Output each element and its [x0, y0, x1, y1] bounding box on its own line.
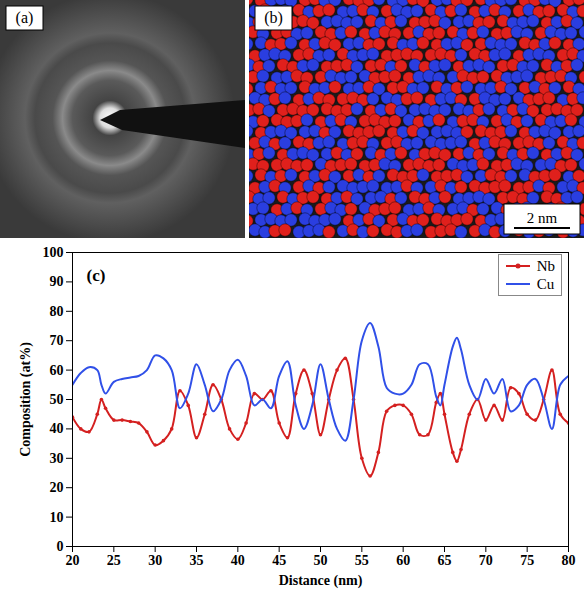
html-text:Nb: Nb: [536, 258, 555, 274]
svg-text:30: 30: [148, 553, 162, 568]
svg-text:70: 70: [479, 553, 493, 568]
svg-text:(a): (a): [16, 9, 34, 27]
svg-text:Distance (nm): Distance (nm): [279, 573, 363, 589]
svg-text:20: 20: [66, 553, 80, 568]
html-text:Cu: Cu: [536, 276, 555, 292]
svg-text:40: 40: [50, 421, 64, 436]
svg-text:75: 75: [520, 553, 534, 568]
svg-text:65: 65: [438, 553, 452, 568]
svg-text:80: 80: [50, 304, 64, 319]
svg-text:20: 20: [50, 480, 64, 495]
svg-text:45: 45: [272, 553, 286, 568]
svg-text:30: 30: [50, 451, 64, 466]
svg-text:70: 70: [50, 333, 64, 348]
svg-text:50: 50: [314, 553, 328, 568]
svg-text:0: 0: [57, 539, 64, 554]
svg-text:60: 60: [50, 363, 64, 378]
svg-text:(b): (b): [264, 9, 283, 27]
svg-text:100: 100: [43, 245, 64, 260]
svg-text:10: 10: [50, 510, 64, 525]
svg-text:25: 25: [107, 553, 121, 568]
svg-text:2 nm: 2 nm: [527, 210, 558, 226]
svg-text:90: 90: [50, 274, 64, 289]
svg-text:55: 55: [355, 553, 369, 568]
svg-text:40: 40: [231, 553, 245, 568]
svg-text:35: 35: [190, 553, 204, 568]
svg-text:Composition (at%): Composition (at%): [18, 342, 34, 457]
svg-text:80: 80: [562, 553, 576, 568]
svg-text:(c): (c): [87, 266, 106, 285]
svg-text:60: 60: [396, 553, 410, 568]
svg-text:50: 50: [50, 392, 64, 407]
